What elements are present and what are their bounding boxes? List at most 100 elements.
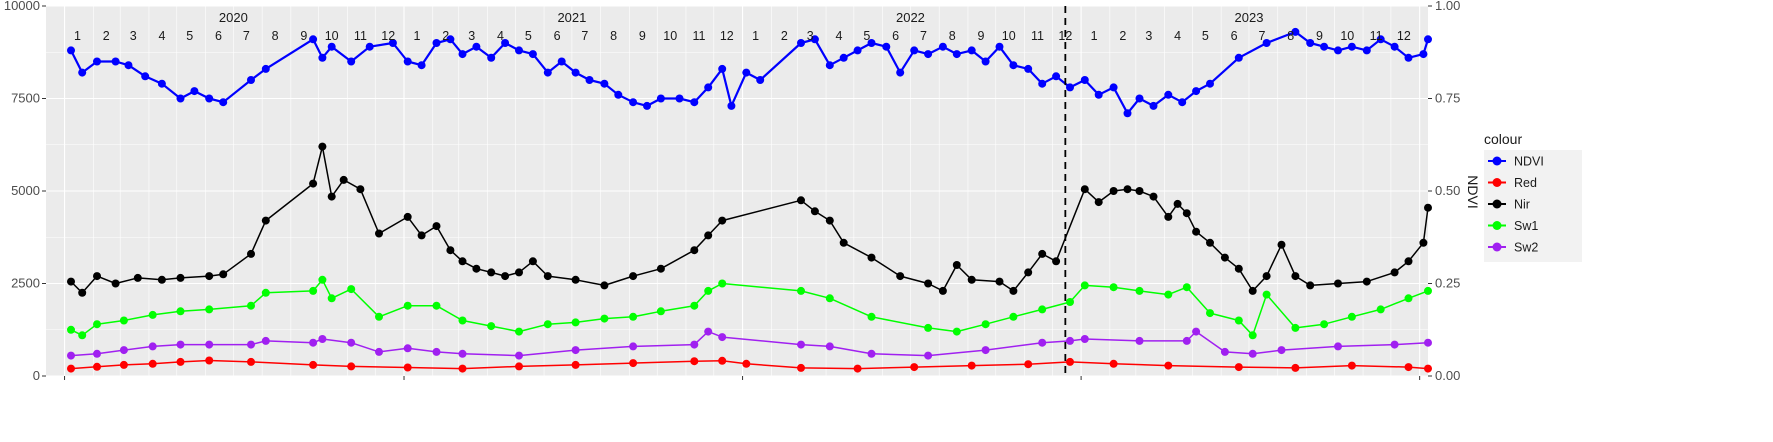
point-ndvi bbox=[1109, 83, 1118, 92]
point-nir bbox=[1038, 249, 1047, 258]
point-sw1 bbox=[309, 286, 318, 295]
point-nir bbox=[1024, 268, 1033, 277]
point-ndvi bbox=[727, 101, 736, 110]
point-sw2 bbox=[718, 333, 727, 342]
point-nir bbox=[1052, 257, 1061, 266]
point-sw1 bbox=[1009, 312, 1018, 321]
point-nir bbox=[133, 273, 142, 282]
point-sw2 bbox=[93, 349, 101, 358]
month-label: 4 bbox=[158, 29, 165, 43]
point-sw2 bbox=[148, 342, 157, 351]
point-sw1 bbox=[432, 301, 441, 310]
legend-key-point-sw2 bbox=[1492, 242, 1502, 252]
point-sw2 bbox=[1424, 338, 1432, 347]
y2-tick-label: 1.00 bbox=[1435, 0, 1460, 13]
point-ndvi bbox=[347, 57, 356, 66]
point-sw2 bbox=[347, 338, 356, 347]
month-label: 4 bbox=[1174, 29, 1181, 43]
point-red bbox=[1066, 357, 1074, 366]
point-nir bbox=[515, 268, 523, 277]
point-ndvi bbox=[309, 35, 318, 44]
point-ndvi bbox=[882, 42, 891, 51]
point-sw1 bbox=[600, 314, 609, 323]
series-line-red bbox=[70, 359, 1429, 370]
point-sw1 bbox=[704, 286, 713, 295]
point-red bbox=[148, 359, 157, 368]
point-sw1 bbox=[176, 307, 185, 316]
point-nir bbox=[432, 222, 441, 231]
legend-label-red: Red bbox=[1514, 176, 1537, 190]
point-ndvi bbox=[1123, 109, 1132, 118]
point-ndvi bbox=[1009, 61, 1018, 70]
point-sw1 bbox=[1424, 286, 1432, 295]
month-label: 4 bbox=[497, 29, 504, 43]
month-label: 5 bbox=[1202, 29, 1209, 43]
point-nir bbox=[1234, 264, 1243, 273]
point-ndvi bbox=[1306, 39, 1315, 47]
point-sw1 bbox=[1109, 283, 1118, 292]
point-ndvi bbox=[995, 42, 1004, 51]
point-red bbox=[797, 363, 805, 372]
month-label: 6 bbox=[554, 29, 561, 43]
point-ndvi bbox=[124, 61, 133, 70]
point-nir bbox=[339, 175, 348, 184]
point-ndvi bbox=[600, 79, 609, 88]
month-label: 6 bbox=[892, 29, 899, 43]
point-red bbox=[1347, 361, 1356, 370]
point-ndvi bbox=[1362, 46, 1371, 55]
point-ndvi bbox=[1234, 53, 1243, 62]
point-sw1 bbox=[1066, 298, 1074, 306]
y-tick-label: 10000 bbox=[4, 0, 40, 13]
point-red bbox=[458, 364, 467, 373]
point-ndvi bbox=[810, 35, 819, 44]
grid-lines bbox=[46, 5, 1428, 377]
point-nir bbox=[1262, 272, 1271, 281]
point-sw1 bbox=[515, 327, 523, 336]
point-ndvi bbox=[543, 68, 552, 77]
year-label: 2021 bbox=[557, 10, 586, 25]
point-nir bbox=[924, 279, 933, 288]
year-label: 2020 bbox=[219, 10, 248, 25]
point-sw2 bbox=[924, 351, 933, 360]
point-sw1 bbox=[403, 301, 412, 310]
point-red bbox=[515, 362, 523, 371]
point-ndvi bbox=[742, 68, 751, 77]
point-nir bbox=[1149, 192, 1158, 201]
point-nir bbox=[810, 207, 819, 216]
point-ndvi bbox=[141, 72, 150, 81]
y-tick-label: 2500 bbox=[11, 276, 40, 291]
point-sw1 bbox=[1320, 320, 1329, 329]
point-nir bbox=[528, 257, 537, 266]
month-label: 12 bbox=[381, 29, 395, 43]
point-nir bbox=[501, 272, 510, 281]
point-sw1 bbox=[1038, 305, 1047, 314]
point-nir bbox=[327, 192, 336, 201]
point-nir bbox=[867, 253, 876, 262]
point-ndvi bbox=[1424, 35, 1432, 44]
point-nir bbox=[247, 249, 255, 258]
point-ndvi bbox=[1404, 53, 1413, 62]
point-ndvi bbox=[756, 76, 765, 84]
point-sw2 bbox=[515, 351, 523, 360]
month-label: 8 bbox=[1287, 29, 1294, 43]
point-ndvi bbox=[1291, 27, 1300, 36]
point-sw1 bbox=[825, 294, 834, 303]
point-ndvi bbox=[1080, 76, 1089, 84]
y2-tick-label: 0.00 bbox=[1435, 368, 1460, 383]
point-nir bbox=[629, 272, 638, 281]
point-red bbox=[67, 364, 75, 373]
point-ndvi bbox=[1334, 46, 1342, 55]
month-label: 6 bbox=[215, 29, 222, 43]
point-ndvi bbox=[261, 64, 270, 73]
point-sw2 bbox=[458, 349, 467, 358]
point-ndvi bbox=[1135, 94, 1144, 103]
point-sw2 bbox=[1038, 338, 1047, 347]
month-label: 1 bbox=[752, 29, 759, 43]
point-sw2 bbox=[981, 346, 990, 355]
point-sw2 bbox=[797, 340, 805, 349]
point-nir bbox=[938, 286, 947, 295]
point-sw1 bbox=[629, 312, 638, 321]
month-label: 11 bbox=[1370, 29, 1383, 43]
point-red bbox=[718, 356, 727, 365]
point-nir bbox=[1135, 187, 1144, 195]
